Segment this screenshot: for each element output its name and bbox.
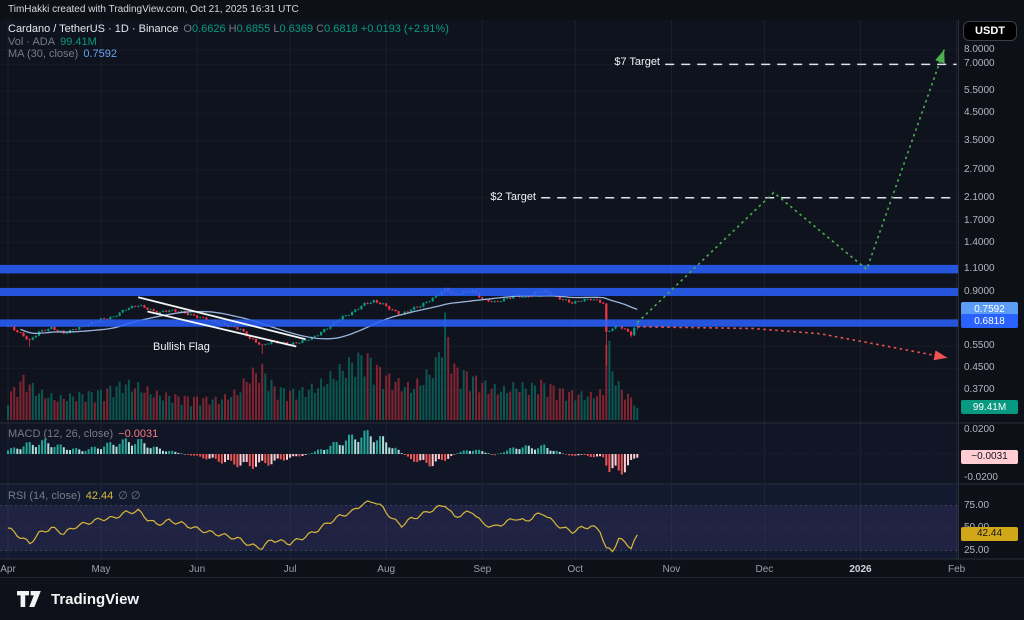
last-price-badge: 0.6818 (961, 314, 1018, 329)
time-axis-label: Jul (283, 564, 297, 575)
tradingview-logo[interactable] (16, 590, 42, 608)
footer: TradingView (0, 577, 1024, 620)
symbol-legend: Cardano / TetherUS · 1D · Binance O0.662… (8, 23, 449, 35)
price-axis-label: 0.9000 (964, 285, 995, 297)
ohlc-key: C (316, 23, 325, 35)
price-axis-label: 2.7000 (964, 163, 995, 175)
rsi-legend-value: 42.44 (85, 489, 114, 502)
ohlc-key: L (273, 23, 280, 35)
rsi-axis-label: 25.00 (964, 544, 990, 556)
rsi-axis-label: 75.00 (964, 499, 990, 511)
volume-legend-label: Vol · ADA (8, 36, 56, 48)
ohlc-value: 0.6369 (279, 23, 317, 35)
price-axis-label: 8.0000 (964, 43, 995, 55)
rsi-value-badge: 42.44 (961, 526, 1018, 541)
symbol-title: Cardano / TetherUS · 1D · Binance (8, 23, 179, 35)
volume-badge: 99.41M (961, 400, 1018, 414)
macd-legend-label: MACD (12, 26, close) (8, 428, 114, 440)
tradingview-logo-text: TradingView (51, 590, 140, 608)
price-axis-label: 7.0000 (964, 58, 995, 70)
price-axis-label: 0.5500 (964, 340, 995, 352)
time-axis-label: Apr (0, 564, 16, 575)
price-axis-label: 4.5000 (964, 107, 995, 119)
price-axis-label: 3.5000 (964, 135, 995, 147)
ma-legend-label: MA (30, close) (8, 48, 79, 60)
ma-legend-value: 0.7592 (83, 48, 117, 60)
time-axis-label: May (91, 564, 111, 575)
price-axis-label: 1.1000 (964, 263, 995, 275)
time-axis-label: Aug (377, 564, 396, 575)
rsi-legend: RSI (14, close) 42.44 ∅ ∅ (8, 489, 141, 503)
time-axis-label: Nov (662, 564, 681, 575)
volume-legend: Vol · ADA 99.41M (8, 36, 97, 48)
macd-legend-value: −0.0031 (118, 428, 159, 440)
time-axis-label: Jun (189, 564, 206, 575)
ohlc-values: O0.6626 H0.6855 L0.6369 C0.6818 +0.0193 … (183, 23, 448, 35)
volume-legend-value: 99.41M (60, 36, 97, 48)
price-axis[interactable]: 8.0000 7.0000 5.5000 4.5000 3.5000 2.7000 2.10… (958, 20, 1024, 559)
quote-currency-button[interactable]: USDT (963, 21, 1017, 41)
time-axis-label: Dec (755, 564, 774, 575)
rsi-legend-label: RSI (14, close) (8, 489, 81, 502)
attribution-text: TimHakki created with TradingView.com, O… (8, 4, 299, 15)
price-axis-label: 5.5000 (964, 85, 995, 97)
time-axis-label: Sep (473, 564, 492, 575)
price-axis-label: 1.4000 (964, 236, 995, 248)
price-axis-label: 0.4500 (964, 362, 995, 374)
target-2-label: $2 Target (490, 191, 536, 203)
ohlc-value: 0.6626 (191, 23, 229, 35)
bullish-flag-label: Bullish Flag (153, 341, 210, 353)
price-chart-canvas[interactable] (0, 0, 1024, 577)
macd-axis-label: 0.0200 (964, 424, 995, 435)
time-axis-label: Oct (567, 564, 584, 575)
rsi-legend-hidden-plots: ∅ ∅ (118, 490, 141, 502)
ohlc-value: 0.6855 (236, 23, 274, 35)
time-axis-label: Feb (947, 564, 966, 575)
time-axis-label: 2026 (849, 564, 872, 575)
macd-axis-label: -0.0200 (964, 472, 998, 483)
ma-value-badge: 0.7592 (961, 302, 1018, 317)
time-axis[interactable]: Apr May Jun Jul Aug Sep Oct Nov Dec 2026 Feb (0, 559, 965, 577)
target-7-label: $7 Target (614, 56, 660, 68)
macd-value-badge: −0.0031 (961, 449, 1018, 464)
change-value: +0.0193 (+2.91%) (360, 23, 449, 35)
price-axis-label: 1.7000 (964, 215, 995, 227)
ohlc-key: O (183, 23, 192, 35)
ma-legend: MA (30, close) 0.7592 (8, 48, 117, 60)
ohlc-value: 0.6818 (324, 23, 361, 35)
chart-area: Cardano / TetherUS · 1D · Binance O0.662… (0, 0, 1024, 577)
price-axis-label: 2.1000 (964, 191, 995, 203)
macd-legend: MACD (12, 26, close) −0.0031 (8, 428, 158, 440)
ohlc-key: H (228, 23, 237, 35)
price-axis-label: 0.3700 (964, 384, 995, 395)
